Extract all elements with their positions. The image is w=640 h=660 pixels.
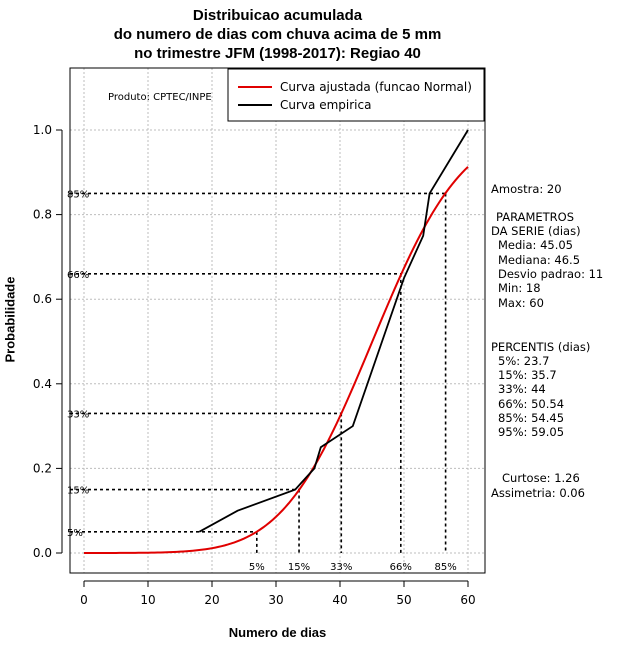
y-tick-label: 0.2 xyxy=(33,461,52,475)
chart-title-line-3: no trimestre JFM (1998-2017): Regiao 40 xyxy=(134,45,421,62)
percentile-label-x: 66% xyxy=(390,562,412,573)
percentile-guides: 5% 5% 15% 15% 33% 33% 66% 66% 85% 85% xyxy=(67,189,457,573)
percentile-label-x: 15% xyxy=(288,562,310,573)
series-layer xyxy=(84,129,469,554)
y-tick-label: 0.4 xyxy=(33,377,52,391)
empirical-curve xyxy=(198,129,469,533)
percentile-5: 5%: 23.7 xyxy=(498,354,550,368)
x-tick-label: 60 xyxy=(460,593,475,607)
axis-layer: 0 10 20 30 40 50 60 0.0 0.2 0.4 0.6 0.8 1.0 xyxy=(33,123,476,607)
y-tick-label: 0.0 xyxy=(33,546,52,560)
params-title-2: DA SERIE (dias) xyxy=(491,224,581,238)
percentile-label-x: 5% xyxy=(249,562,265,573)
producer-label: Produto: CPTEC/INPE xyxy=(108,92,212,103)
percentile-label-x: 33% xyxy=(330,562,352,573)
percentile-label-y: 66% xyxy=(67,270,89,281)
legend-box xyxy=(227,68,485,122)
percentile-label-y: 85% xyxy=(67,189,89,200)
legend-empirical-label: Curva empirica xyxy=(280,98,371,112)
skewness: Assimetria: 0.06 xyxy=(491,486,585,500)
percentile-label-y: 5% xyxy=(67,528,83,539)
legend: Curva ajustada (funcao Normal) Curva emp… xyxy=(227,68,485,122)
param-median: Mediana: 46.5 xyxy=(498,253,581,267)
x-tick-label: 30 xyxy=(268,593,283,607)
param-sd: Desvio padrao: 11 xyxy=(498,267,604,281)
percentile-66: 66%: 50.54 xyxy=(498,397,565,411)
percentile-15: 15%: 35.7 xyxy=(498,368,557,382)
x-tick-label: 20 xyxy=(204,593,219,607)
y-axis-label: Probabilidade xyxy=(2,276,18,363)
kurtosis: Curtose: 1.26 xyxy=(502,471,580,485)
x-tick-label: 40 xyxy=(332,593,347,607)
grid-layer xyxy=(70,68,485,573)
percentile-95: 95%: 59.05 xyxy=(498,425,565,439)
percentile-label-y: 33% xyxy=(67,409,89,420)
y-tick-label: 0.6 xyxy=(33,292,52,306)
percentiles-title: PERCENTIS (dias) xyxy=(491,340,591,354)
params-title-1: PARAMETROS xyxy=(496,210,575,224)
legend-fitted-label: Curva ajustada (funcao Normal) xyxy=(280,80,472,94)
chart-title-line-1: Distribuicao acumulada xyxy=(192,7,363,24)
percentile-33: 33%: 44 xyxy=(498,382,546,396)
param-min: Min: 18 xyxy=(498,281,541,295)
x-axis-label: Numero de dias xyxy=(228,625,327,640)
y-tick-label: 0.8 xyxy=(33,208,52,222)
sample-size: Amostra: 20 xyxy=(491,182,562,196)
percentile-label-x: 85% xyxy=(434,562,456,573)
fitted-normal-curve xyxy=(84,166,469,554)
x-tick-label: 50 xyxy=(396,593,411,607)
percentile-label-y: 15% xyxy=(67,486,89,497)
y-tick-label: 1.0 xyxy=(33,123,52,137)
x-tick-label: 10 xyxy=(140,593,155,607)
param-max: Max: 60 xyxy=(498,296,544,310)
plot-frame xyxy=(69,67,486,574)
x-tick-label: 0 xyxy=(80,593,88,607)
param-mean: Media: 45.05 xyxy=(498,238,573,252)
percentile-85: 85%: 54.45 xyxy=(498,411,565,425)
chart-title-line-2: do numero de dias com chuva acima de 5 m… xyxy=(113,26,442,43)
